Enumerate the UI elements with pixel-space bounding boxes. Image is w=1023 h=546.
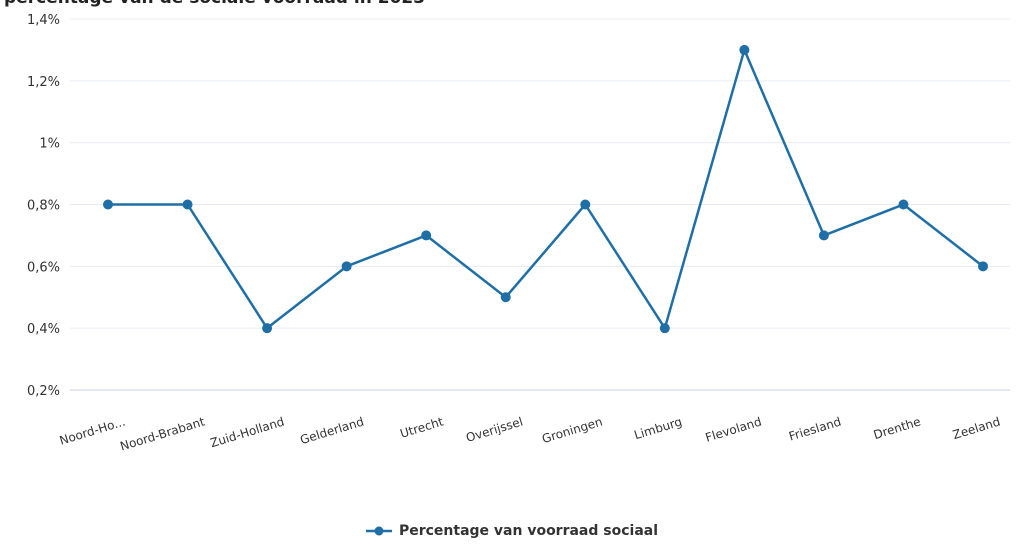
data-point[interactable] — [818, 230, 829, 241]
x-tick-label: Utrecht — [398, 414, 445, 440]
y-tick-label: 0,4% — [27, 322, 60, 337]
data-point[interactable] — [580, 199, 591, 210]
data-point[interactable] — [659, 323, 670, 334]
data-point[interactable] — [262, 323, 273, 334]
series-percentage-line — [103, 44, 988, 334]
data-point[interactable] — [421, 230, 432, 241]
y-axis-tick-labels: 0,2% 0,4% 0,6% 0,8% 1% 1,2% 1,4% — [27, 13, 60, 399]
data-point[interactable] — [978, 261, 988, 272]
y-tick-label: 0,2% — [27, 384, 60, 399]
x-axis-tick-labels: Noord-Ho...Noord-Brabant Zuid-Holland Geld… — [58, 414, 1002, 453]
data-point[interactable] — [103, 199, 113, 210]
x-tick-label: Friesland — [787, 414, 843, 443]
data-point[interactable] — [898, 199, 909, 210]
x-tick-label: Flevoland — [704, 414, 764, 444]
x-tick-label: Noord-Ho... — [58, 414, 127, 447]
y-tick-label: 0,8% — [27, 199, 60, 214]
y-tick-label: 1,2% — [27, 75, 60, 90]
x-tick-label: Groningen — [540, 414, 604, 446]
data-point[interactable] — [341, 261, 352, 272]
y-tick-label: 0,6% — [27, 260, 60, 275]
x-tick-label: Limburg — [632, 414, 683, 442]
data-point[interactable] — [739, 44, 750, 55]
series-line — [106, 48, 985, 330]
gridlines — [70, 18, 1010, 391]
x-tick-label: Drenthe — [872, 414, 923, 442]
legend[interactable]: Percentage van voorraad sociaal — [0, 523, 1023, 539]
legend-label: Percentage van voorraad sociaal — [398, 523, 659, 539]
x-tick-label: Overijssel — [464, 414, 524, 445]
chart-title: percentage van de sociale voorraad in 20… — [4, 0, 425, 8]
x-tick-label: Noord-Brabant — [118, 414, 206, 453]
x-tick-label: Zeeland — [951, 414, 1002, 442]
data-point[interactable] — [500, 292, 511, 303]
data-point[interactable] — [182, 199, 193, 210]
x-tick-label: Gelderland — [298, 414, 365, 447]
y-tick-label: 1,4% — [27, 13, 60, 28]
y-tick-label: 1% — [39, 137, 60, 152]
x-tick-label: Zuid-Holland — [209, 414, 286, 450]
legend-line-marker-icon — [365, 526, 392, 536]
